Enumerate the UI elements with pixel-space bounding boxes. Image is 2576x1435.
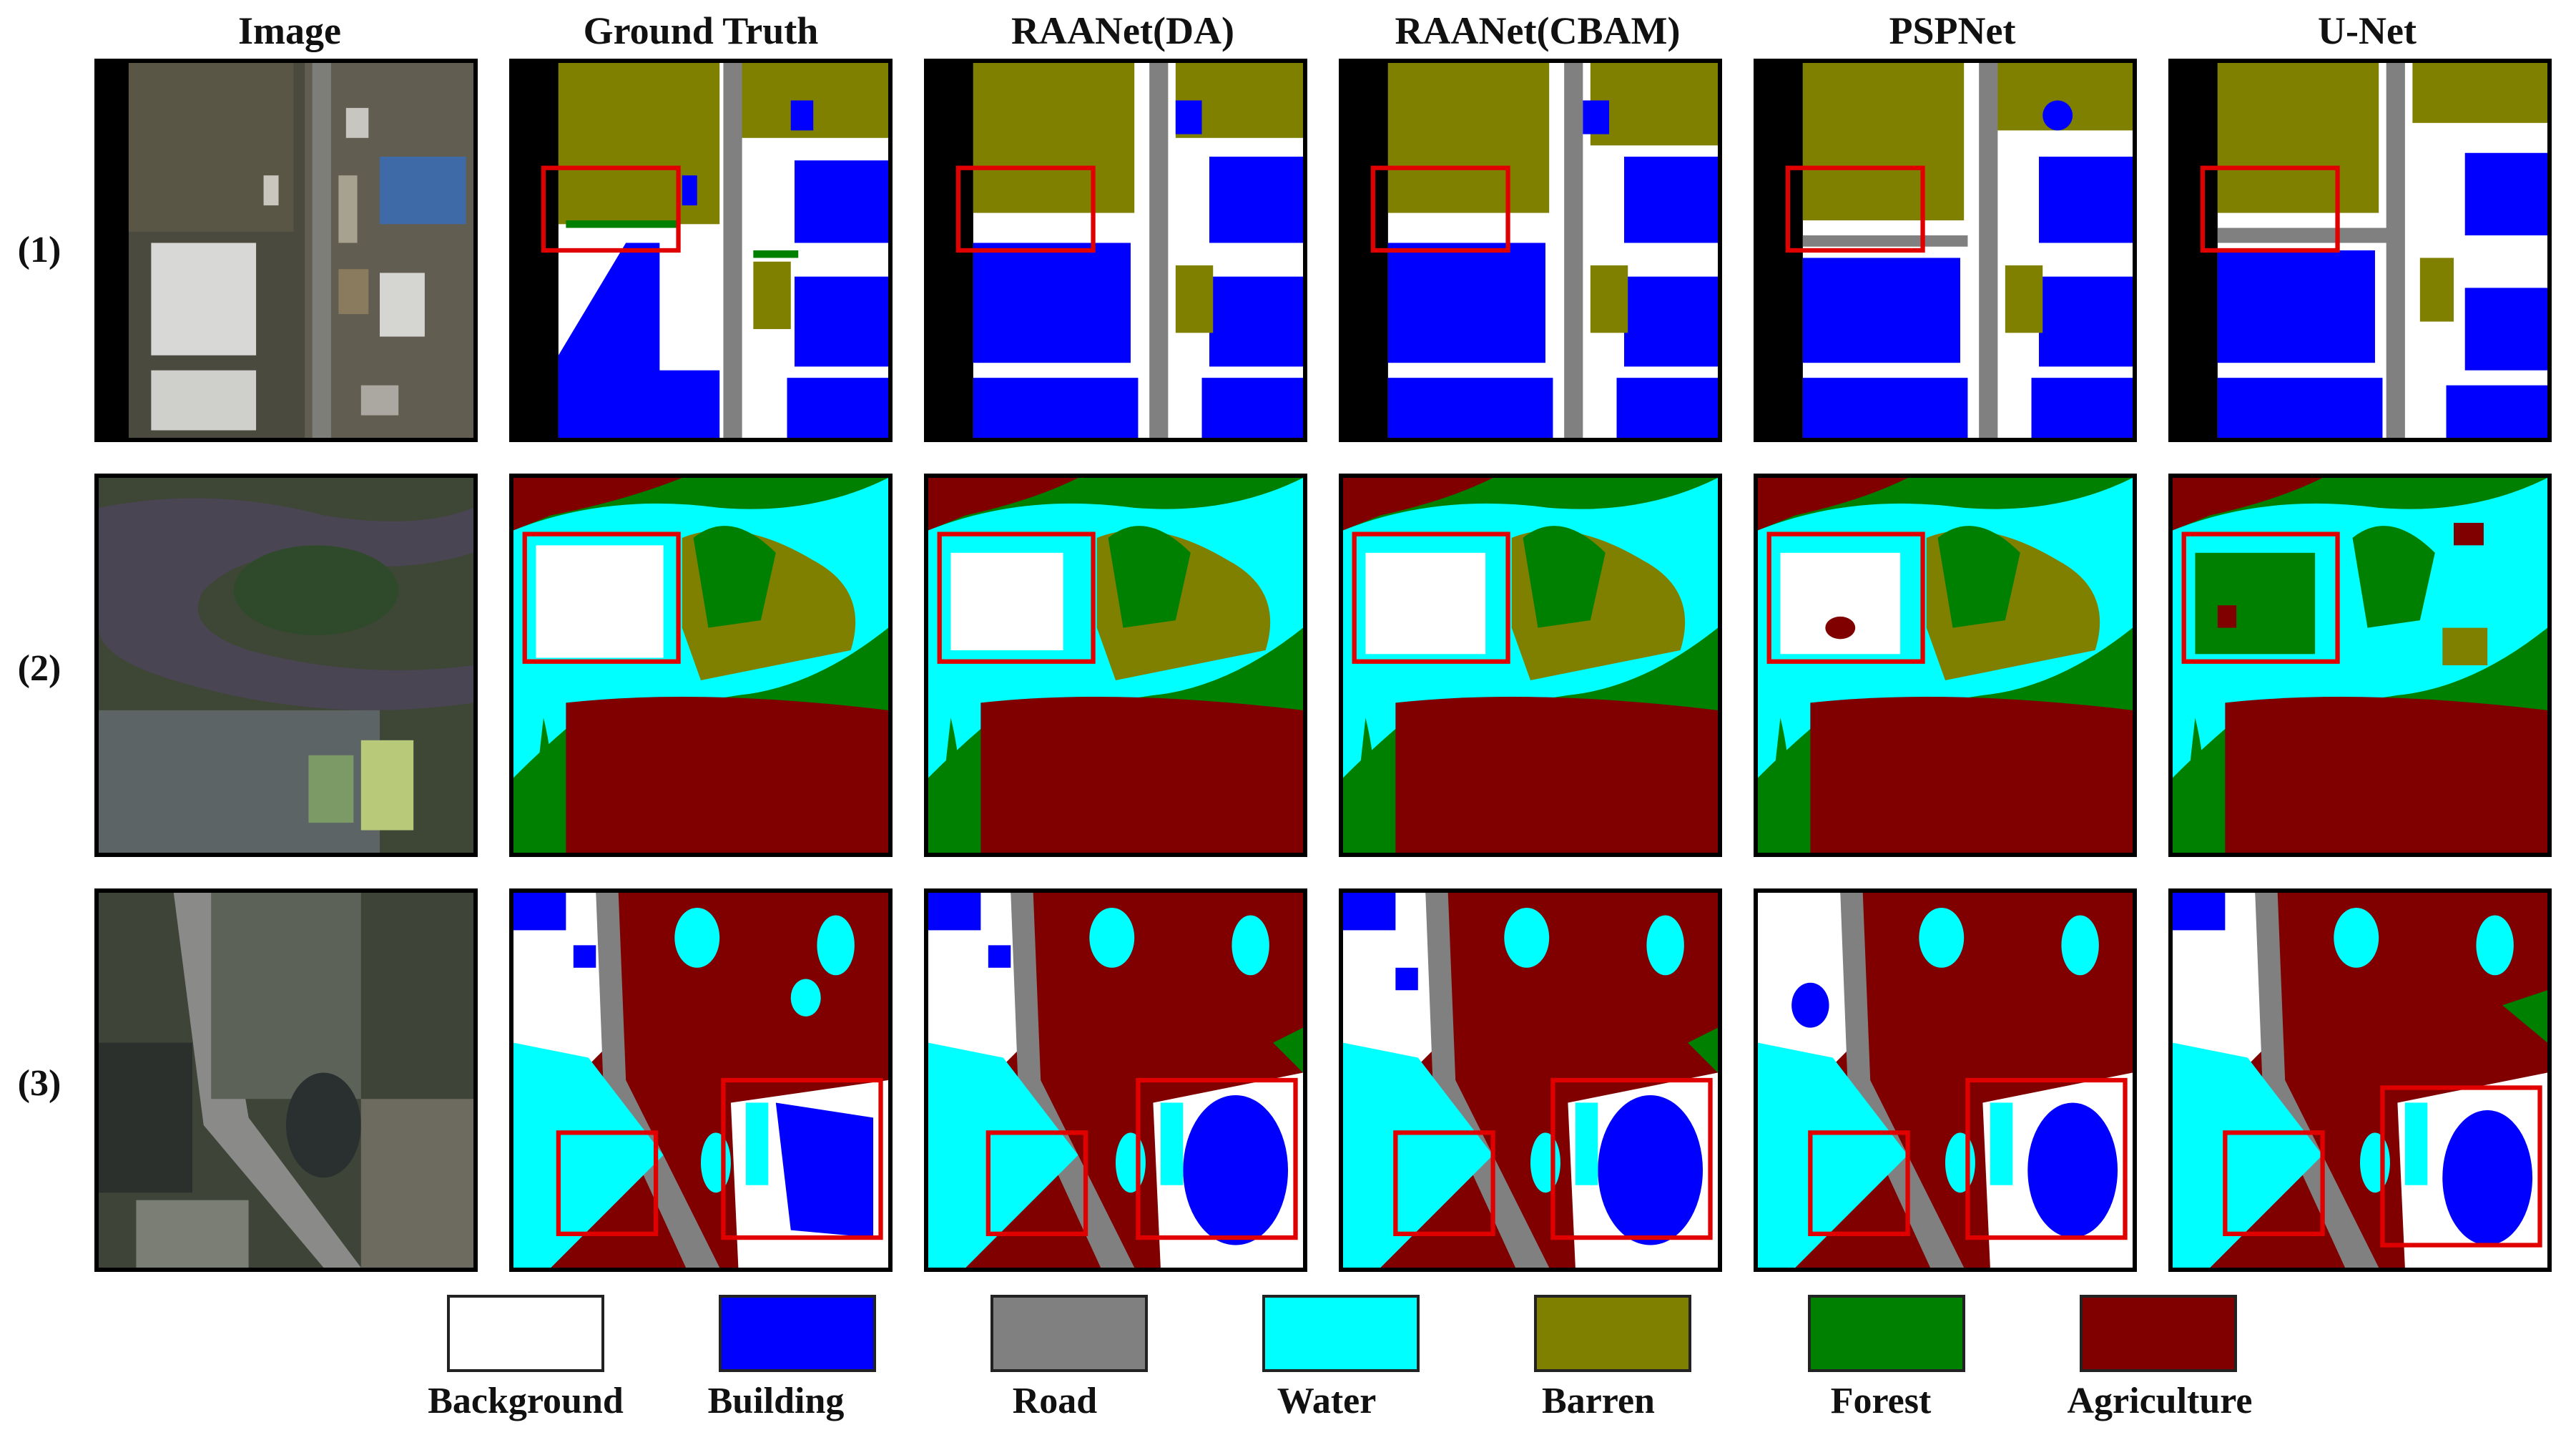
row3-ground-truth-map — [509, 888, 893, 1272]
legend-label-background: Background — [428, 1381, 624, 1421]
row1-raanet-da-map — [924, 59, 1307, 442]
legend-swatch-barren — [1534, 1295, 1691, 1372]
legend-swatch-water — [1262, 1295, 1420, 1372]
legend-swatch-background — [447, 1295, 604, 1372]
row2-pspnet-map — [1754, 474, 2137, 857]
row3-raanet-da-map — [924, 888, 1307, 1272]
column-header-image: Image — [238, 9, 341, 52]
legend-label-barren: Barren — [1542, 1381, 1655, 1421]
column-header-raanet-cbam: RAANet(CBAM) — [1395, 9, 1681, 52]
legend-swatch-road — [990, 1295, 1148, 1372]
legend-swatch-building — [719, 1295, 876, 1372]
row1-ground-truth-map — [509, 59, 893, 442]
column-header-raanet-da: RAANet(DA) — [1011, 9, 1234, 52]
row-label-3: (3) — [17, 1063, 62, 1104]
row2-satellite-image — [94, 474, 478, 857]
legend-label-agriculture: Agriculture — [2067, 1381, 2253, 1421]
column-header-unet: U-Net — [2318, 9, 2417, 52]
row1-satellite-image — [94, 59, 478, 442]
row2-unet-map — [2168, 474, 2552, 857]
row3-unet-map — [2168, 888, 2552, 1272]
column-header-ground-truth: Ground Truth — [583, 9, 819, 52]
row1-raanet-cbam-map — [1339, 59, 1722, 442]
row3-satellite-image — [94, 888, 478, 1272]
row-label-1: (1) — [17, 230, 62, 270]
row2-raanet-cbam-map — [1339, 474, 1722, 857]
row1-unet-map — [2168, 59, 2552, 442]
legend-swatch-forest — [1808, 1295, 1965, 1372]
row-label-2: (2) — [17, 648, 62, 689]
legend-swatch-agriculture — [2080, 1295, 2237, 1372]
legend-label-forest: Forest — [1830, 1381, 1932, 1421]
row1-pspnet-map — [1754, 59, 2137, 442]
row2-raanet-da-map — [924, 474, 1307, 857]
legend-label-road: Road — [1012, 1381, 1098, 1421]
row2-ground-truth-map — [509, 474, 893, 857]
column-header-pspnet: PSPNet — [1889, 9, 2016, 52]
legend-label-building: Building — [707, 1381, 845, 1421]
legend-label-water: Water — [1277, 1381, 1377, 1421]
row3-pspnet-map — [1754, 888, 2137, 1272]
row3-raanet-cbam-map — [1339, 888, 1722, 1272]
